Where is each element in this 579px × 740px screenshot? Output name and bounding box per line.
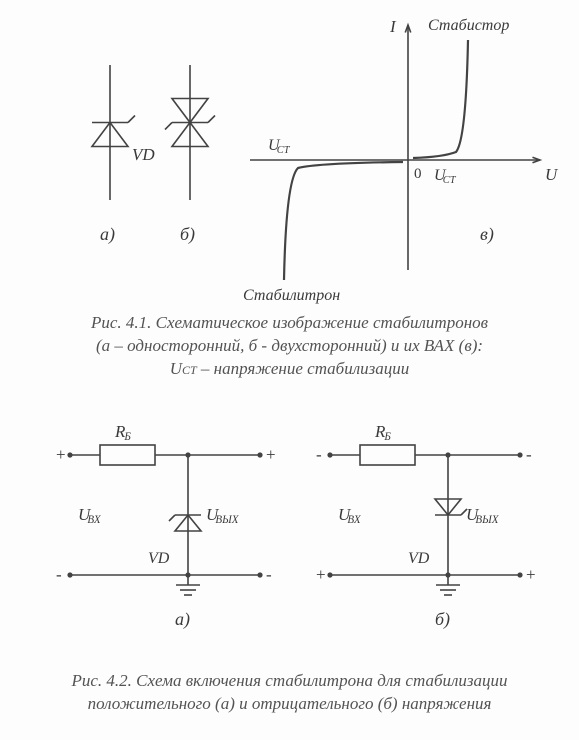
svg-text:а): а) — [100, 224, 115, 245]
caption-line: Рис. 4.1. Схематическое изображение стаб… — [0, 312, 579, 335]
svg-text:СТ: СТ — [277, 145, 291, 156]
svg-text:-: - — [56, 565, 62, 584]
figure-4-1: VDа)б)IU0UСТUСТСтабисторСтабилитронв) — [0, 0, 579, 310]
svg-text:+: + — [316, 565, 326, 584]
svg-text:VD: VD — [148, 550, 170, 567]
figure-4-2: RБUВХUВЫХVD++--RБUВХUВЫХVD--++а)б) — [0, 400, 579, 660]
svg-text:+: + — [526, 565, 536, 584]
svg-text:VD: VD — [132, 145, 155, 164]
figure-4-2-caption: Рис. 4.2. Схема включения стабилитрона д… — [0, 670, 579, 716]
svg-text:б): б) — [180, 224, 195, 245]
svg-text:-: - — [526, 445, 532, 464]
svg-text:ВХ: ВХ — [347, 514, 361, 526]
svg-text:в): в) — [480, 224, 494, 245]
svg-text:Стабилитрон: Стабилитрон — [243, 287, 340, 304]
caption-line: положительного (а) и отрицательного (б) … — [0, 693, 579, 716]
svg-text:а): а) — [175, 609, 190, 630]
svg-text:ВЫХ: ВЫХ — [215, 514, 239, 526]
svg-text:U: U — [545, 165, 559, 184]
caption-line: UСТ – напряжение стабилизации — [0, 358, 579, 381]
svg-text:VD: VD — [408, 550, 430, 567]
svg-text:б): б) — [435, 609, 450, 630]
svg-text:I: I — [389, 17, 397, 36]
caption-line: (а – односторонний, б - двухсторонний) и… — [0, 335, 579, 358]
figure-4-1-caption: Рис. 4.1. Схематическое изображение стаб… — [0, 312, 579, 381]
svg-text:Б: Б — [123, 431, 131, 443]
svg-text:Стабистор: Стабистор — [428, 17, 509, 34]
svg-text:+: + — [56, 445, 66, 464]
svg-text:-: - — [316, 445, 322, 464]
svg-text:СТ: СТ — [443, 175, 457, 186]
svg-text:0: 0 — [414, 166, 422, 182]
svg-text:Б: Б — [383, 431, 391, 443]
svg-text:-: - — [266, 565, 272, 584]
svg-text:+: + — [266, 445, 276, 464]
svg-text:ВХ: ВХ — [87, 514, 101, 526]
caption-line: Рис. 4.2. Схема включения стабилитрона д… — [0, 670, 579, 693]
svg-text:ВЫХ: ВЫХ — [475, 514, 499, 526]
